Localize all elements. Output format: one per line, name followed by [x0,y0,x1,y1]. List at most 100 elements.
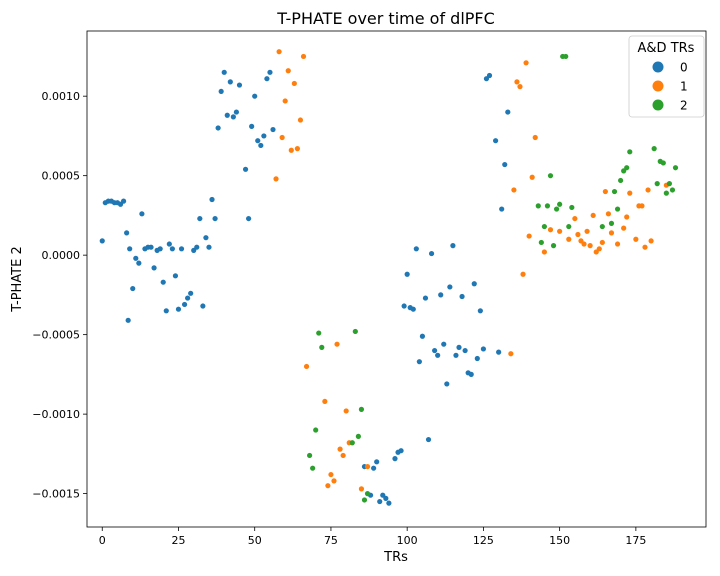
data-point-series-1 [328,471,334,478]
data-point-series-0 [227,79,233,85]
y-tick-label: 0.0005 [42,170,81,183]
data-point-series-0 [178,246,185,252]
data-point-series-2 [563,53,569,60]
data-point-series-2 [358,406,365,412]
data-point-series-1 [614,241,621,247]
data-point-series-1 [523,60,529,66]
data-point-series-2 [654,181,660,187]
data-point-series-2 [611,188,618,195]
data-point-series-0 [206,244,212,250]
data-point-series-2 [541,223,547,230]
data-point-series-2 [361,497,368,503]
data-point-series-0 [125,317,131,323]
data-point-series-1 [276,49,282,55]
data-point-series-1 [331,478,337,484]
data-point-series-1 [532,134,538,141]
data-point-series-0 [425,436,432,443]
data-point-series-2 [535,203,541,209]
legend: A&D TRs 0 1 2 [628,35,705,118]
data-point-series-0 [175,306,182,312]
data-point-series-1 [300,53,307,60]
data-point-series-0 [236,82,243,88]
data-point-series-0 [401,303,407,309]
data-point-series-0 [252,93,258,99]
data-point-series-1 [343,408,349,414]
data-point-series-2 [569,204,575,211]
data-point-series-0 [197,215,203,222]
data-point-series-1 [596,246,602,252]
data-point-series-0 [447,284,453,290]
data-point-series-1 [285,68,291,74]
data-point-series-0 [456,344,462,350]
data-point-series-1 [508,351,514,357]
data-point-series-2 [352,328,358,335]
data-point-series-2 [349,440,355,446]
data-point-series-0 [166,241,172,247]
data-point-series-0 [432,347,438,354]
data-point-series-0 [435,352,441,358]
data-point-series-0 [404,271,410,277]
data-point-series-0 [194,244,200,250]
data-point-series-0 [477,308,483,314]
x-tick-label: 100 [397,534,418,547]
x-tick-label: 50 [248,534,262,547]
y-axis-label: T-PHATE 2 [10,246,25,313]
data-point-series-0 [468,371,474,377]
data-point-series-0 [136,260,142,266]
y-tick-label: −0.0005 [32,329,80,342]
data-point-series-0 [374,459,380,465]
y-axis: −0.0015 −0.0010 −0.0005 0.0000 0.0005 0.0010 [32,90,87,501]
data-point-series-1 [608,230,615,236]
data-point-series-1 [282,98,288,104]
data-point-series-1 [639,203,645,209]
data-point-series-1 [294,146,300,152]
x-tick-label: 125 [473,534,494,547]
data-point-series-0 [386,500,392,506]
data-point-series-1 [645,187,651,193]
data-point-series-0 [377,498,383,505]
data-point-series-1 [581,241,587,247]
data-point-series-2 [355,433,361,439]
data-point-series-1 [325,483,331,489]
data-point-series-1 [337,446,343,452]
data-point-series-0 [124,230,130,236]
data-point-series-2 [651,146,657,152]
data-point-series-0 [474,355,480,362]
data-point-series-1 [602,188,608,195]
x-tick-label: 150 [549,534,570,547]
data-point-series-0 [496,349,502,355]
data-point-series-0 [459,293,465,300]
data-point-series-1 [575,231,581,238]
data-point-series-1 [526,233,532,239]
data-point-series-2 [666,181,673,187]
data-point-series-0 [185,295,191,301]
data-point-series-1 [584,228,590,234]
data-point-series-0 [212,215,218,222]
data-point-series-0 [188,290,194,296]
data-point-series-0 [163,308,169,314]
data-point-series-2 [307,452,313,459]
data-point-series-0 [224,112,230,118]
x-tick-label: 25 [171,534,185,547]
x-tick-label: 0 [99,534,106,547]
data-point-series-1 [291,80,297,87]
data-point-series-0 [218,88,224,95]
data-point-series-2 [310,465,316,471]
data-point-series-0 [493,138,499,144]
legend-marker-0 [652,61,664,73]
data-point-series-0 [246,215,252,222]
data-point-series-0 [157,246,163,252]
data-point-series-1 [541,249,547,255]
data-point-series-0 [450,243,456,249]
data-point-series-0 [172,273,179,279]
data-point-series-1 [587,243,593,249]
data-point-series-0 [130,285,136,292]
data-point-series-0 [410,306,416,312]
data-point-series-0 [139,211,145,217]
data-point-series-1 [627,190,633,196]
data-point-series-0 [203,235,209,241]
data-point-series-1 [633,236,639,242]
data-point-series-2 [660,160,666,166]
data-point-series-0 [127,246,133,252]
